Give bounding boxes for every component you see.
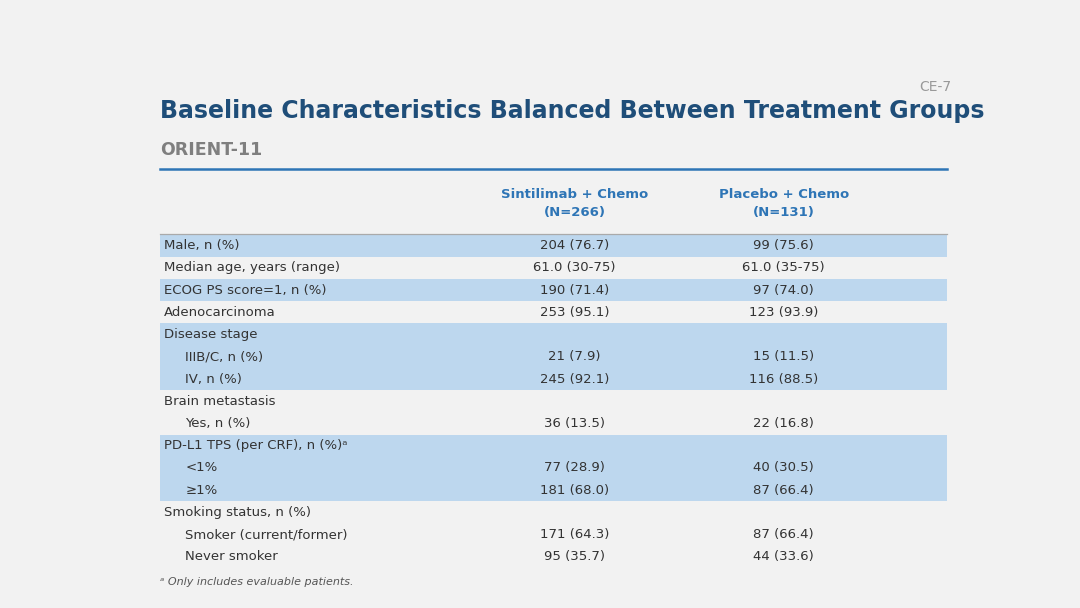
Text: 97 (74.0): 97 (74.0) [754, 283, 814, 297]
Text: 171 (64.3): 171 (64.3) [540, 528, 609, 541]
Bar [160, 479, 947, 502]
Text: IIIB/C, n (%): IIIB/C, n (%) [186, 350, 264, 364]
Bar [160, 457, 947, 479]
Text: Placebo + Chemo
(N=131): Placebo + Chemo (N=131) [718, 188, 849, 219]
Text: 87 (66.4): 87 (66.4) [754, 484, 814, 497]
Text: 61.0 (35-75): 61.0 (35-75) [742, 261, 825, 274]
Text: 116 (88.5): 116 (88.5) [750, 373, 819, 385]
Bar [160, 279, 947, 301]
Text: 22 (16.8): 22 (16.8) [753, 417, 814, 430]
Text: 253 (95.1): 253 (95.1) [540, 306, 609, 319]
Text: Smoking status, n (%): Smoking status, n (%) [164, 506, 311, 519]
Text: 87 (66.4): 87 (66.4) [754, 528, 814, 541]
Text: Male, n (%): Male, n (%) [164, 239, 240, 252]
Text: ᵃ Only includes evaluable patients.: ᵃ Only includes evaluable patients. [160, 578, 353, 587]
Text: Baseline Characteristics Balanced Between Treatment Groups: Baseline Characteristics Balanced Betwee… [160, 98, 985, 123]
Text: ≥1%: ≥1% [186, 484, 217, 497]
Text: 190 (71.4): 190 (71.4) [540, 283, 609, 297]
Text: 40 (30.5): 40 (30.5) [754, 461, 814, 474]
Text: PD-L1 TPS (per CRF), n (%)ᵃ: PD-L1 TPS (per CRF), n (%)ᵃ [164, 439, 348, 452]
Bar [160, 346, 947, 368]
Text: <1%: <1% [186, 461, 217, 474]
Text: IV, n (%): IV, n (%) [186, 373, 242, 385]
Text: 21 (7.9): 21 (7.9) [549, 350, 600, 364]
Text: Brain metastasis: Brain metastasis [164, 395, 275, 408]
Text: 77 (28.9): 77 (28.9) [544, 461, 605, 474]
Text: Never smoker: Never smoker [186, 550, 278, 564]
Bar [160, 235, 947, 257]
Text: ECOG PS score=1, n (%): ECOG PS score=1, n (%) [164, 283, 327, 297]
Text: 61.0 (30-75): 61.0 (30-75) [534, 261, 616, 274]
Text: 181 (68.0): 181 (68.0) [540, 484, 609, 497]
Text: 99 (75.6): 99 (75.6) [754, 239, 814, 252]
Text: 245 (92.1): 245 (92.1) [540, 373, 609, 385]
Text: 44 (33.6): 44 (33.6) [754, 550, 814, 564]
Text: Adenocarcinoma: Adenocarcinoma [164, 306, 276, 319]
Bar [160, 435, 947, 457]
Text: Yes, n (%): Yes, n (%) [186, 417, 251, 430]
Text: Median age, years (range): Median age, years (range) [164, 261, 340, 274]
Text: 204 (76.7): 204 (76.7) [540, 239, 609, 252]
Text: Disease stage: Disease stage [164, 328, 258, 341]
Text: 95 (35.7): 95 (35.7) [544, 550, 605, 564]
Text: CE-7: CE-7 [919, 80, 951, 94]
Bar [160, 323, 947, 346]
Text: Smoker (current/former): Smoker (current/former) [186, 528, 348, 541]
Text: Sintilimab + Chemo
(N=266): Sintilimab + Chemo (N=266) [501, 188, 648, 219]
Text: ORIENT-11: ORIENT-11 [160, 141, 262, 159]
Text: 36 (13.5): 36 (13.5) [544, 417, 605, 430]
Bar [160, 368, 947, 390]
Text: 123 (93.9): 123 (93.9) [750, 306, 819, 319]
Text: 15 (11.5): 15 (11.5) [753, 350, 814, 364]
